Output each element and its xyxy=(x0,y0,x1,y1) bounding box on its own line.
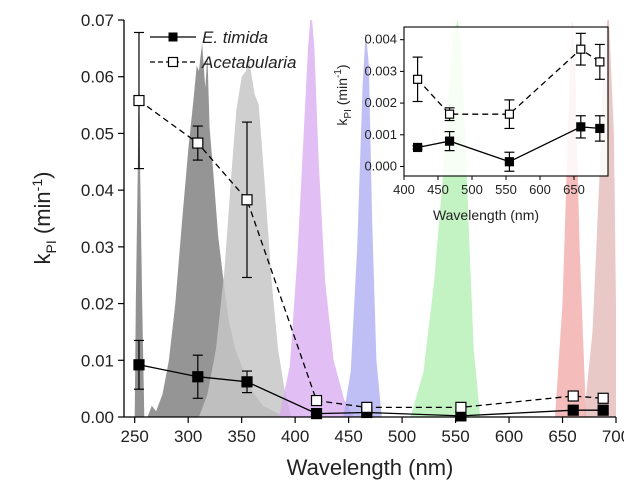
inset-data-point xyxy=(595,57,605,67)
main-series-line-0 xyxy=(138,364,604,417)
inset-data-point xyxy=(444,109,455,119)
main-data-point xyxy=(241,194,253,206)
x-tick-label: 250 xyxy=(121,427,149,446)
inset-y-axis-title-end: ) xyxy=(334,64,350,69)
y-tick-label: 0.00 xyxy=(81,408,114,427)
legend-marker-e-timida xyxy=(168,32,178,42)
x-tick-label: 450 xyxy=(334,427,362,446)
x-tick-label: 600 xyxy=(495,427,523,446)
y-tick-label: 0.06 xyxy=(81,68,114,87)
inset-x-axis-title: Wavelength (nm) xyxy=(433,207,539,223)
y-axis-title-sup: -1 xyxy=(29,179,45,192)
inset-x-tick-label: 650 xyxy=(563,182,585,197)
inset-axes: 400 450 500 550 600 650 0.000 0.001 0.002 0.003 0.… xyxy=(364,26,609,197)
y-axis-title-unit: (min xyxy=(30,191,55,240)
main-axes: 250 300 350 400 450 500 550 600 650 700 0.00 0.01 0.… xyxy=(81,11,624,446)
spectrum-band-6 xyxy=(555,20,587,417)
inset-y-axis-title-main: k xyxy=(334,118,350,126)
spectrum-band-3 xyxy=(279,20,354,417)
inset-panel: 400 450 500 550 600 650 0.000 0.001 0.002 0.003 0.… xyxy=(333,26,609,223)
inset-data-point xyxy=(595,123,605,134)
y-tick-label: 0.05 xyxy=(81,124,114,143)
x-tick-label: 500 xyxy=(388,427,416,446)
inset-y-axis-title: kPI (min-1) xyxy=(333,64,354,125)
main-data-point xyxy=(241,376,253,388)
main-data-point xyxy=(192,137,204,149)
x-tick-label: 550 xyxy=(441,427,469,446)
legend-marker-acetabularia xyxy=(167,56,179,68)
y-axis-title-main: k xyxy=(30,252,55,264)
inset-data-point xyxy=(576,122,586,132)
legend-label-acetabularia: Acetabularia xyxy=(201,53,297,72)
y-axis-title-end: ) xyxy=(30,172,55,179)
inset-y-tick-label: 0.001 xyxy=(364,127,397,142)
inset-y-tick-label: 0.000 xyxy=(364,158,397,173)
main-data-point xyxy=(567,390,579,402)
main-data-point xyxy=(192,371,204,383)
inset-y-tick-label: 0.004 xyxy=(364,32,397,47)
inset-data-point xyxy=(413,142,423,153)
y-tick-label: 0.04 xyxy=(81,181,114,200)
y-axis-title-sub: PI xyxy=(43,240,59,253)
legend-label-e-timida: E. timida xyxy=(202,28,268,47)
inset-x-tick-label: 600 xyxy=(529,182,551,197)
x-tick-label: 700 xyxy=(602,427,624,446)
inset-y-axis-title-sub: PI xyxy=(343,109,354,118)
inset-y-axis-title-sup: -1 xyxy=(333,69,344,78)
y-tick-label: 0.01 xyxy=(81,351,114,370)
main-data-point xyxy=(455,401,467,413)
main-data-point xyxy=(597,404,609,416)
y-tick-label: 0.02 xyxy=(81,295,114,314)
inset-y-tick-label: 0.003 xyxy=(364,63,397,78)
legend: E. timida Acetabularia xyxy=(150,28,297,72)
inset-series-line-1 xyxy=(417,48,601,115)
inset-x-tick-label: 500 xyxy=(461,182,483,197)
x-tick-label: 350 xyxy=(227,427,255,446)
inset-y-axis-title-unit: (min xyxy=(334,78,350,109)
x-tick-label: 650 xyxy=(548,427,576,446)
inset-x-tick-label: 550 xyxy=(495,182,517,197)
x-axis-title: Wavelength (nm) xyxy=(287,455,454,480)
inset-data-point xyxy=(444,136,455,146)
y-axis-title: kPI (min-1) xyxy=(29,172,59,265)
x-tick-label: 400 xyxy=(281,427,309,446)
main-data-point xyxy=(310,407,323,420)
y-tick-label: 0.07 xyxy=(81,11,114,30)
inset-x-tick-label: 400 xyxy=(393,182,415,197)
inset-x-tick-label: 450 xyxy=(427,182,449,197)
inset-y-tick-label: 0.002 xyxy=(364,95,397,110)
emission-spectra xyxy=(134,20,616,417)
spectrum-band-1 xyxy=(147,42,285,417)
spectrum-band-2 xyxy=(198,59,291,417)
inset-data-point xyxy=(504,157,514,167)
inset-data-point xyxy=(504,109,514,119)
main-data-point xyxy=(310,394,323,407)
x-tick-label: 300 xyxy=(174,427,202,446)
main-series-layer xyxy=(133,31,609,422)
main-series-line-1 xyxy=(138,99,604,409)
main-data-point xyxy=(597,392,609,404)
y-tick-label: 0.03 xyxy=(81,238,114,257)
main-data-point xyxy=(567,404,579,416)
inset-data-point xyxy=(413,74,423,84)
spectrum-band-0 xyxy=(134,59,145,417)
inset-series-layer xyxy=(412,32,605,172)
main-data-point xyxy=(133,94,145,107)
inset-data-point xyxy=(576,44,586,54)
main-data-point xyxy=(133,359,145,371)
main-data-point xyxy=(361,401,373,413)
spectrum-band-4 xyxy=(343,31,382,417)
